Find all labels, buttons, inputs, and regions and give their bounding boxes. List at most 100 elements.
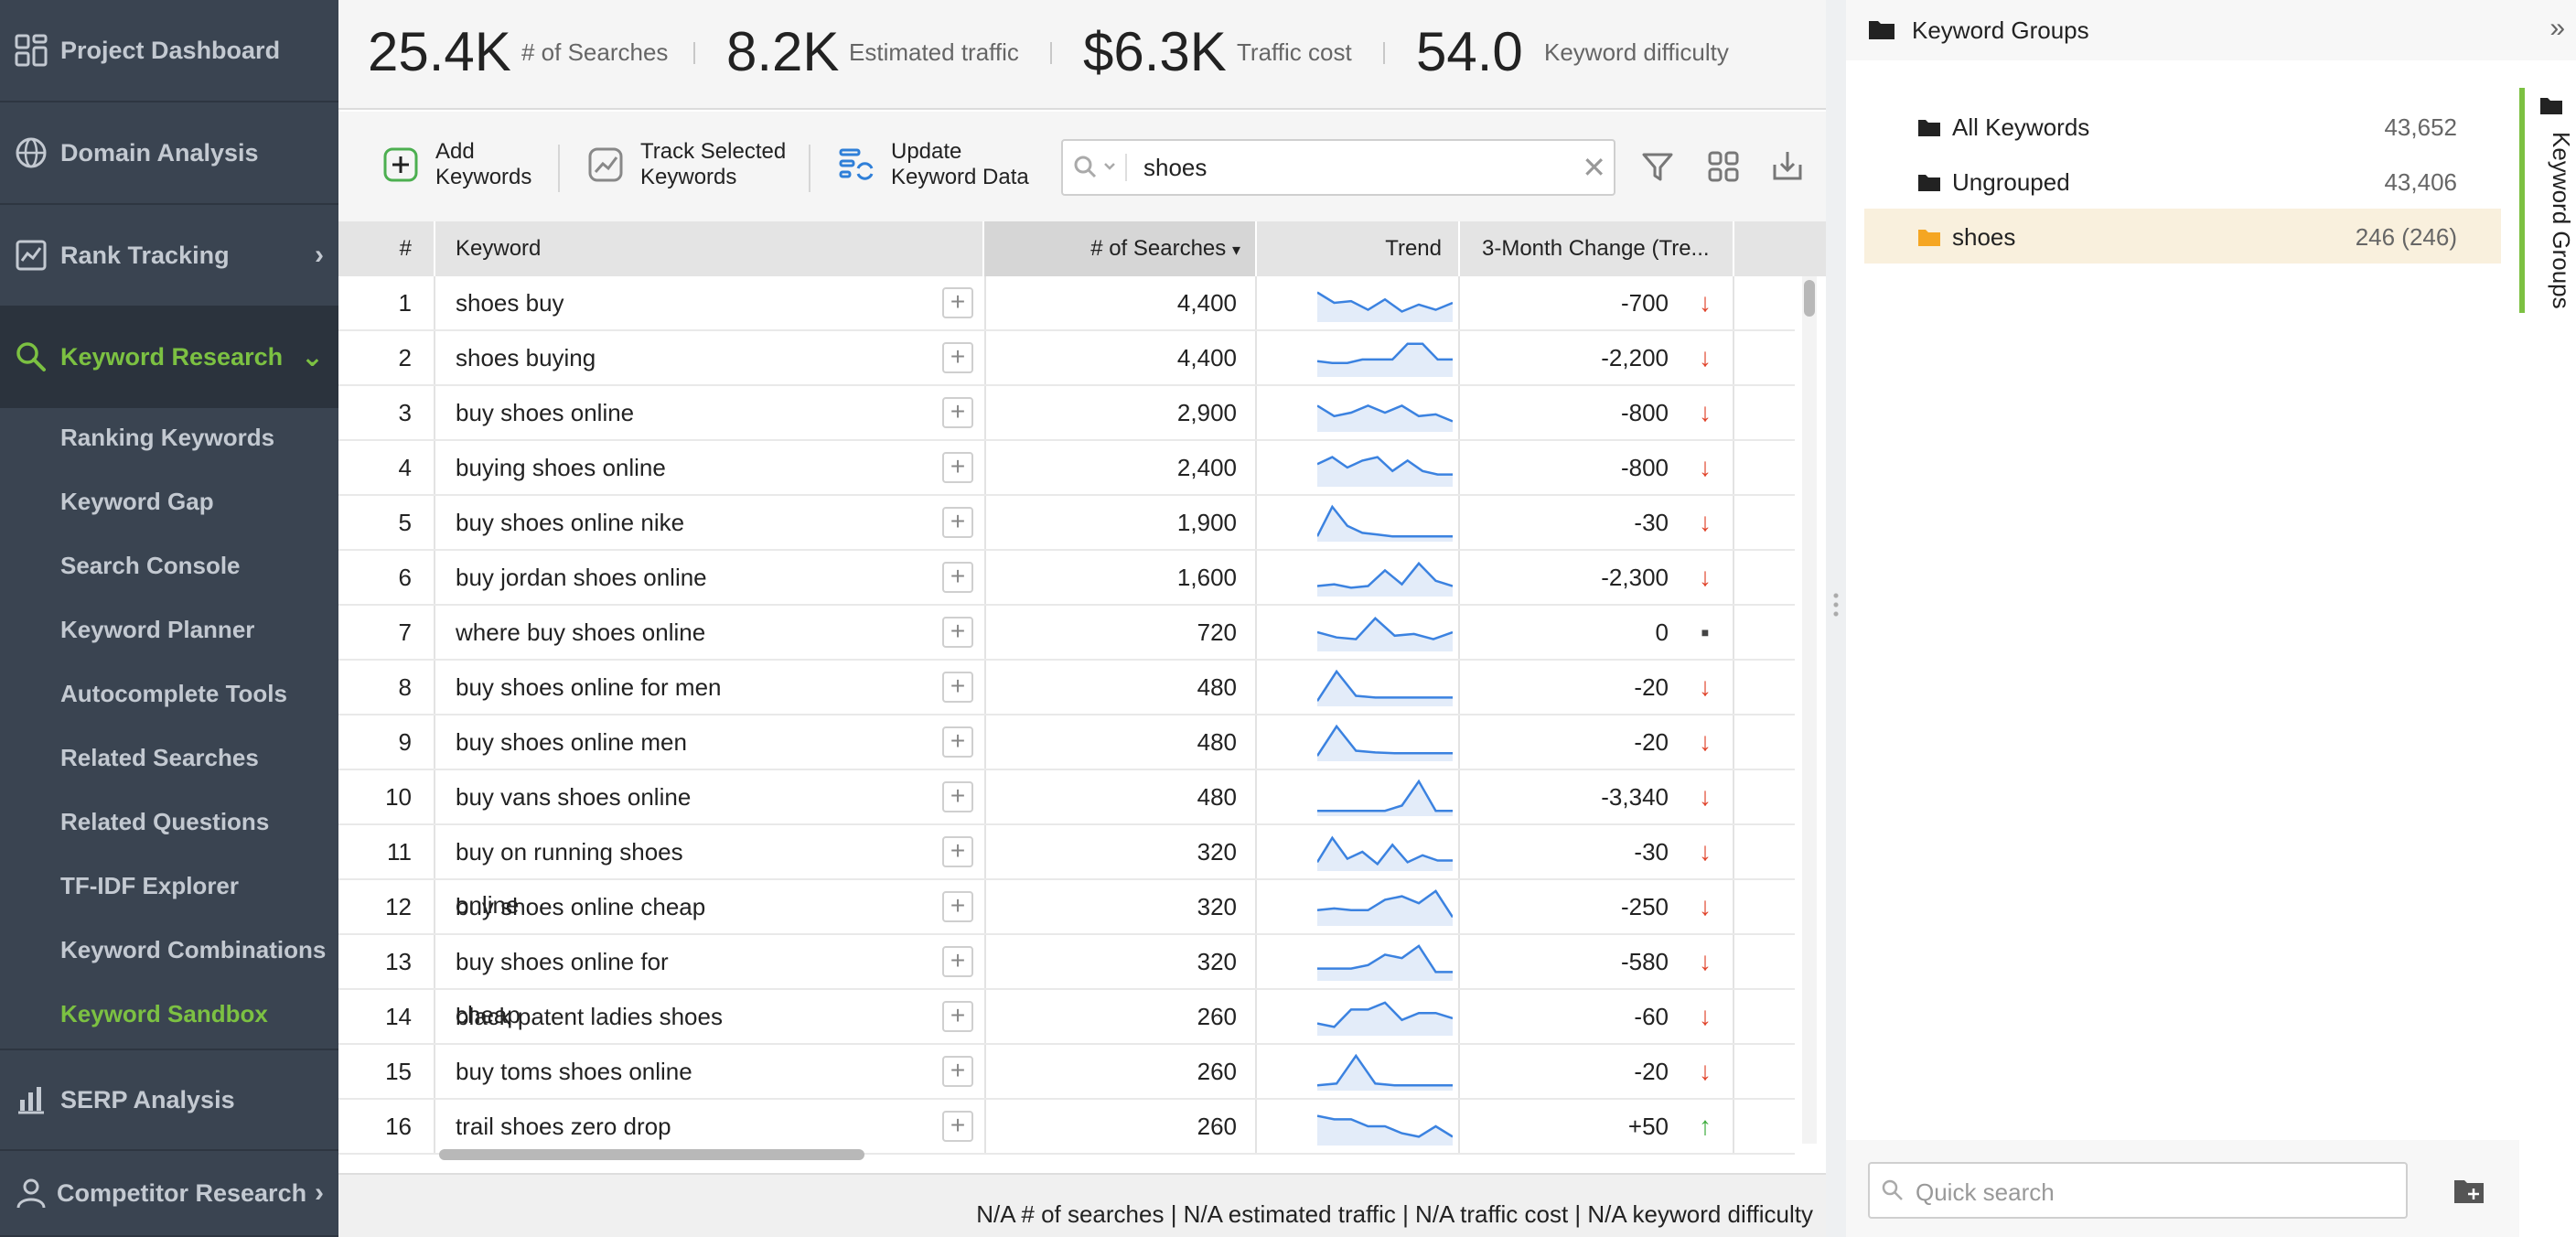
add-to-group-button[interactable]: +	[942, 1001, 973, 1032]
column-header-number[interactable]: #	[338, 221, 435, 276]
table-row[interactable]: 3 buy shoes online +2,900 -800 ↓	[338, 386, 1795, 441]
trend-area	[1317, 563, 1453, 597]
add-to-group-button[interactable]: +	[942, 507, 973, 538]
person-icon	[16, 1178, 46, 1209]
nav-label: Project Dashboard	[60, 36, 281, 64]
group-item-shoes[interactable]: shoes 246 (246)	[1864, 209, 2501, 264]
add-icon	[383, 147, 418, 182]
nav-serp-analysis[interactable]: SERP Analysis	[0, 1049, 338, 1151]
add-keywords-button[interactable]: Add Keywords	[382, 139, 545, 190]
trend-sparkline	[1317, 504, 1453, 542]
column-header-searches-label: # of Searches	[1090, 236, 1227, 261]
trend-line	[1317, 669, 1453, 702]
sub-related-searches[interactable]: Related Searches	[60, 744, 259, 771]
scrollbar-thumb[interactable]	[1804, 280, 1815, 317]
trend-area	[1317, 780, 1453, 816]
table-row[interactable]: 16 trail shoes zero drop +260 +50 ↑	[338, 1100, 1795, 1155]
add-to-group-button[interactable]: +	[942, 726, 973, 758]
sub-keyword-planner[interactable]: Keyword Planner	[60, 616, 255, 643]
row-number: 4	[338, 441, 435, 494]
table-row[interactable]: 8 buy shoes online for men +480 -20 ↓	[338, 661, 1795, 715]
trend-cell	[1257, 276, 1460, 329]
arrow-down-icon: ↓	[1699, 782, 1712, 811]
group-item-all-keywords[interactable]: All Keywords 43,652	[1864, 99, 2501, 154]
add-to-group-button[interactable]: +	[942, 452, 973, 483]
add-to-group-button[interactable]: +	[942, 836, 973, 867]
keyword-cell: buy on running shoes online	[456, 838, 683, 919]
quick-search-input[interactable]: Quick search	[1868, 1162, 2408, 1219]
table-row[interactable]: 1 shoes buy +4,400 -700 ↓	[338, 276, 1795, 331]
scrollbar-thumb[interactable]	[439, 1149, 864, 1160]
empty-cell	[1734, 880, 1795, 933]
nav-label: Domain Analysis	[60, 138, 259, 167]
nav-keyword-research[interactable]: Keyword Research ⌄	[0, 306, 338, 408]
column-header-keyword[interactable]: Keyword	[435, 221, 984, 276]
sub-tf-idf-explorer[interactable]: TF-IDF Explorer	[60, 872, 240, 899]
add-to-group-button[interactable]: +	[942, 287, 973, 318]
nav-project-dashboard[interactable]: Project Dashboard	[0, 0, 338, 102]
column-header-trend[interactable]: Trend	[1257, 221, 1460, 276]
sub-autocomplete-tools[interactable]: Autocomplete Tools	[60, 680, 287, 707]
add-to-group-button[interactable]: +	[942, 397, 973, 428]
collapse-panel-icon[interactable]: »	[2549, 13, 2565, 43]
table-row[interactable]: 7 where buy shoes online +720 0 ■	[338, 606, 1795, 661]
table-row[interactable]: 4 buying shoes online +2,400 -800 ↓	[338, 441, 1795, 496]
keyword-groups-side-tab[interactable]: Keyword Groups	[2519, 88, 2576, 317]
add-to-group-button[interactable]: +	[942, 672, 973, 703]
grid-view-icon[interactable]	[1705, 148, 1742, 185]
add-to-group-button[interactable]: +	[942, 342, 973, 373]
quick-search-placeholder: Quick search	[1916, 1178, 2055, 1206]
add-to-group-button[interactable]: +	[942, 946, 973, 977]
table-row[interactable]: 6 buy jordan shoes online +1,600 -2,300 ↓	[338, 551, 1795, 606]
searches-cell: 480	[984, 661, 1257, 714]
add-to-group-button[interactable]: +	[942, 562, 973, 593]
empty-cell	[1734, 935, 1795, 988]
sub-ranking-keywords[interactable]: Ranking Keywords	[60, 424, 275, 451]
add-to-group-button[interactable]: +	[942, 891, 973, 922]
horizontal-scrollbar[interactable]	[338, 1147, 1802, 1162]
search-icon	[1882, 1179, 1903, 1200]
filter-icon[interactable]	[1639, 148, 1676, 185]
trend-line	[1317, 835, 1453, 866]
track-selected-keywords-button[interactable]: Track Selected Keywords	[587, 139, 805, 190]
trend-sparkline	[1317, 944, 1453, 981]
search-input[interactable]: shoes ✕	[1061, 139, 1615, 196]
add-to-group-button[interactable]: +	[942, 781, 973, 812]
column-header-3-month-change[interactable]: 3-Month Change (Tre...	[1460, 221, 1734, 276]
sub-keyword-gap[interactable]: Keyword Gap	[60, 488, 214, 515]
refresh-data-icon	[839, 148, 874, 180]
table-row[interactable]: 5 buy shoes online nike +1,900 -30 ↓	[338, 496, 1795, 551]
add-to-group-button[interactable]: +	[942, 1056, 973, 1087]
nav-domain-analysis[interactable]: Domain Analysis	[0, 102, 338, 205]
folder-icon	[1918, 175, 1940, 191]
export-icon[interactable]	[1769, 148, 1806, 185]
nav-rank-tracking[interactable]: Rank Tracking ›	[0, 205, 338, 307]
add-to-group-button[interactable]: +	[942, 617, 973, 648]
table-row[interactable]: 11 buy on running shoes online +320 -30 ↓	[338, 825, 1795, 919]
clear-search-icon[interactable]: ✕	[1582, 151, 1606, 184]
table-row[interactable]: 10 buy vans shoes online +480 -3,340 ↓	[338, 770, 1795, 825]
sub-related-questions[interactable]: Related Questions	[60, 808, 270, 835]
table-row[interactable]: 2 shoes buying +4,400 -2,200 ↓	[338, 331, 1795, 386]
column-header-searches[interactable]: # of Searches ▾	[984, 221, 1257, 276]
vertical-scrollbar[interactable]	[1802, 276, 1817, 1144]
update-keyword-data-button[interactable]: Update Keyword Data	[838, 139, 1046, 190]
nav-label: Competitor Research	[57, 1178, 307, 1207]
group-item-ungrouped[interactable]: Ungrouped 43,406	[1864, 154, 2501, 209]
sub-keyword-sandbox[interactable]: Keyword Sandbox	[60, 1000, 268, 1027]
search-options-dropdown[interactable]	[1072, 154, 1127, 181]
searches-cell: 720	[984, 606, 1257, 659]
add-to-group-button[interactable]: +	[942, 1111, 973, 1142]
arrow-down-icon: ↓	[1699, 343, 1712, 371]
panel-splitter[interactable]	[1826, 0, 1846, 1237]
table-row[interactable]: 9 buy shoes online men +480 -20 ↓	[338, 715, 1795, 770]
sub-search-console[interactable]: Search Console	[60, 552, 241, 579]
table-row[interactable]: 15 buy toms shoes online +260 -20 ↓	[338, 1045, 1795, 1100]
drag-handle[interactable]	[1833, 591, 1839, 620]
table-row[interactable]: 12 buy shoes online cheap +320 -250 ↓	[338, 880, 1795, 935]
nav-competitor-research[interactable]: Competitor Research ›	[0, 1151, 338, 1237]
sub-keyword-combinations[interactable]: Keyword Combinations	[60, 936, 327, 963]
table-row[interactable]: 13 buy shoes online for cheap +320 -580 ↓	[338, 935, 1795, 1028]
table-row[interactable]: 14 black patent ladies shoes +260 -60 ↓	[338, 990, 1795, 1045]
new-group-folder-icon[interactable]	[2453, 1177, 2485, 1204]
